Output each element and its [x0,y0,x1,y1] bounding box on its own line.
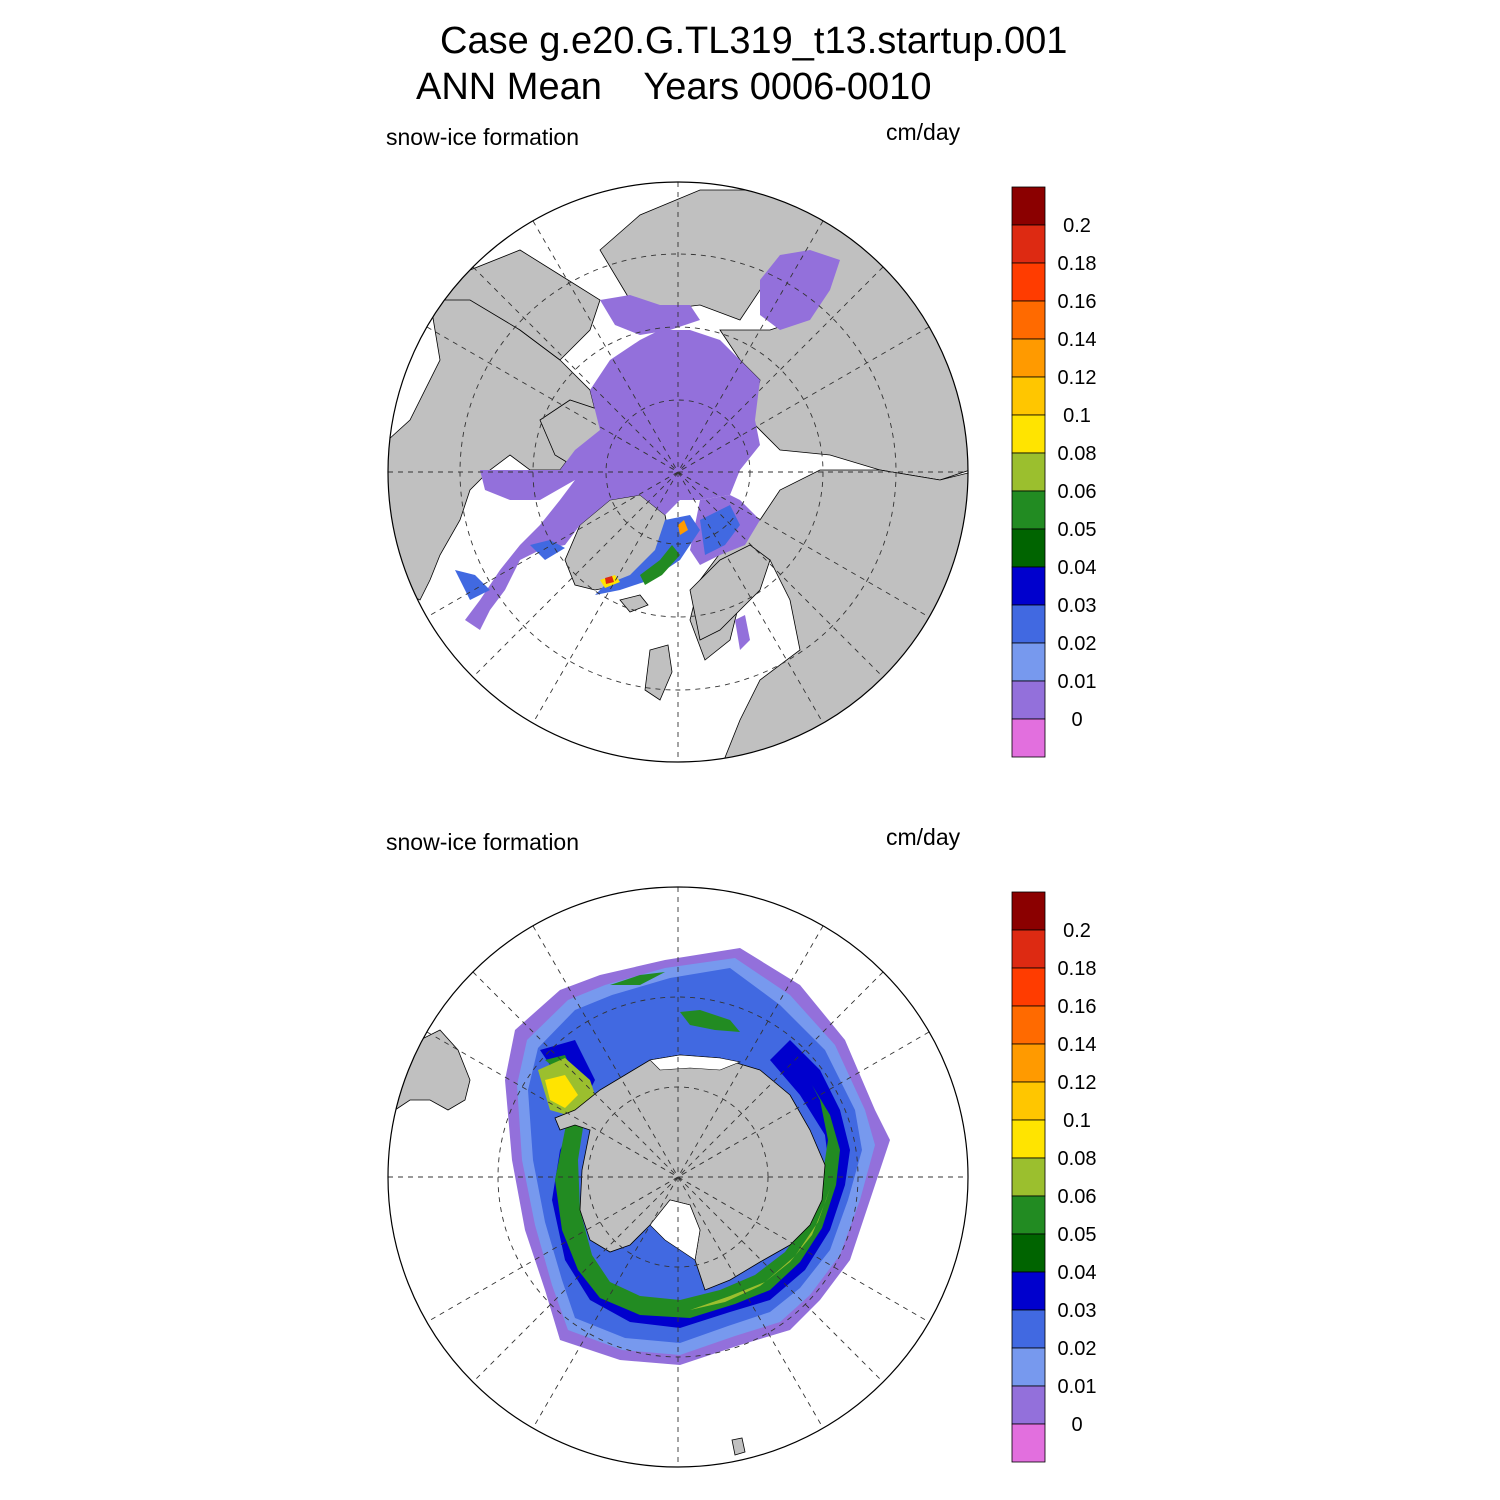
arctic-map-border [387,181,969,763]
panel2-units-label: cm/day [886,824,961,850]
arctic-sea-ice-bering [600,295,700,335]
figure-title-line2: ANN Mean Years 0006-0010 [416,66,932,108]
colorbar-top-swatch-7 [1011,452,1046,492]
colorbar-bottom-label-9: 0.04 [1058,1262,1097,1284]
colorbar-bottom-label-2: 0.16 [1058,996,1097,1018]
antarctic-east-green [610,972,665,985]
colorbar-top-swatch-4 [1011,338,1046,378]
colorbar-bottom: 0.2 0.18 0.16 0.14 0.12 0.1 0.08 0.06 0.05 0.04 0.… [1011,891,1097,1463]
colorbar-bottom-label-3: 0.14 [1058,1034,1097,1056]
land-tasmania [731,1437,746,1456]
land-alaska [439,249,601,361]
land-scandinavia [689,544,771,641]
antarctic-graticule [388,887,968,1467]
colorbar-bottom-swatch-11 [1011,1309,1046,1349]
antarctic-map [388,887,968,1467]
colorbar-bottom-label-5: 0.1 [1063,1110,1091,1132]
colorbar-top-label-10: 0.03 [1058,595,1097,617]
panel2-left-label: snow-ice formation [386,829,580,855]
colorbar-top-label-2: 0.16 [1058,291,1097,313]
antarctic-map-border [387,886,969,1468]
land-uk [644,644,673,701]
colorbar-bottom-swatch-2 [1011,967,1046,1007]
colorbar-bottom-swatch-14 [1011,1423,1046,1463]
antarctic-hotspot-yellow [545,1075,578,1108]
arctic-hotspot-green [640,545,680,585]
antarctica-ice-shelf-weddell [649,1054,742,1071]
colorbar-top-label-7: 0.06 [1058,481,1097,503]
colorbar-bottom-swatch-8 [1011,1195,1046,1235]
panel1-left-label: snow-ice formation [386,124,580,150]
colorbar-top-swatch-0 [1011,186,1046,226]
colorbar-bottom-swatch-3 [1011,1005,1046,1045]
colorbar-top: 0.2 0.18 0.16 0.14 0.12 0.1 0.08 0.06 0.05 0.04 0.… [1011,186,1097,758]
colorbar-top-swatch-1 [1011,224,1046,264]
arctic-hotspot-red [605,576,614,584]
colorbar-bottom-label-0: 0.2 [1063,920,1091,942]
figure-title-line1: Case g.e20.G.TL319_t13.startup.001 [440,20,1068,62]
colorbar-bottom-label-10: 0.03 [1058,1300,1097,1322]
colorbar-top-label-13: 0 [1071,709,1082,731]
colorbar-top-label-0: 0.2 [1063,215,1091,237]
colorbar-top-swatch-14 [1011,718,1046,758]
colorbar-bottom-label-4: 0.12 [1058,1072,1097,1094]
colorbar-top-label-1: 0.18 [1058,253,1097,275]
arctic-map [388,182,968,762]
colorbar-top-swatch-11 [1011,604,1046,644]
colorbar-top-swatch-12 [1011,642,1046,682]
colorbar-bottom-swatch-10 [1011,1271,1046,1311]
colorbar-top-swatch-2 [1011,262,1046,302]
colorbar-bottom-swatch-4 [1011,1043,1046,1083]
arctic-sea-ice-okhotsk [760,250,840,330]
arctic-hudson-blue [455,570,490,600]
colorbar-top-swatch-9 [1011,528,1046,568]
colorbar-bottom-label-8: 0.05 [1058,1224,1097,1246]
antarctica-ice-shelf-ross [649,1199,701,1261]
colorbar-bottom-label-1: 0.18 [1058,958,1097,980]
colorbar-bottom-swatch-9 [1011,1233,1046,1273]
colorbar-bottom-swatch-12 [1011,1347,1046,1387]
colorbar-top-swatch-8 [1011,490,1046,530]
colorbar-bottom-label-7: 0.06 [1058,1186,1097,1208]
land-africa-tip [859,887,901,901]
colorbar-bottom-swatch-0 [1011,891,1046,931]
colorbar-top-swatch-10 [1011,566,1046,606]
colorbar-top-label-6: 0.08 [1058,443,1097,465]
antarctic-weddell-green [680,1010,740,1032]
arctic-coastal-band-blue [595,515,700,595]
colorbar-bottom-swatch-5 [1011,1081,1046,1121]
colorbar-top-label-9: 0.04 [1058,557,1097,579]
colorbar-bottom-swatch-1 [1011,929,1046,969]
colorbar-bottom-label-6: 0.08 [1058,1148,1097,1170]
antarctic-ice-ring-yellowgreen [690,1188,830,1310]
colorbar-bottom-label-11: 0.02 [1058,1338,1097,1360]
arctic-sea-ice-baltic [735,615,750,650]
colorbar-top-swatch-13 [1011,680,1046,720]
colorbar-top-label-4: 0.12 [1058,367,1097,389]
colorbar-top-label-8: 0.05 [1058,519,1097,541]
arctic-coastal-band-blue-2 [700,505,740,555]
colorbar-top-swatch-3 [1011,300,1046,340]
colorbar-top-label-5: 0.1 [1063,405,1091,427]
arctic-sea-ice [465,330,760,630]
colorbar-top-swatch-5 [1011,376,1046,416]
colorbar-top-label-11: 0.02 [1058,633,1097,655]
colorbar-top-label-12: 0.01 [1058,671,1097,693]
colorbar-bottom-label-12: 0.01 [1058,1376,1097,1398]
colorbar-bottom-swatch-7 [1011,1157,1046,1197]
panel1-units-label: cm/day [886,119,961,145]
colorbar-top-swatch-6 [1011,414,1046,454]
arctic-hotspot-orange [678,520,688,535]
colorbar-top-label-3: 0.14 [1058,329,1097,351]
colorbar-bottom-swatch-6 [1011,1119,1046,1159]
arctic-coastal-band-blue-3 [530,540,565,560]
colorbar-bottom-label-13: 0 [1071,1414,1082,1436]
arctic-graticule [388,182,968,762]
colorbar-bottom-swatch-13 [1011,1385,1046,1425]
